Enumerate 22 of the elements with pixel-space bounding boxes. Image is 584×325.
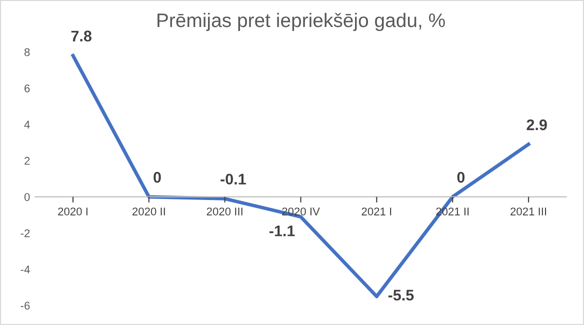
y-tick-label: -4 xyxy=(20,266,30,274)
data-label: -5.5 xyxy=(388,290,414,301)
data-label: 0 xyxy=(457,172,465,183)
x-tick-label: 2021 I xyxy=(362,208,392,216)
x-tick-label: 2020 III xyxy=(206,208,242,216)
data-label: -1.1 xyxy=(269,226,295,236)
data-label: 7.8 xyxy=(71,30,92,42)
y-tick-label: -6 xyxy=(20,302,30,310)
y-tick-label: 8 xyxy=(24,48,30,56)
y-tick-label: 0 xyxy=(24,193,30,201)
y-tick-label: 6 xyxy=(24,84,30,92)
y-tick-label: 4 xyxy=(24,120,30,128)
x-tick-label: 2020 I xyxy=(58,208,88,216)
x-tick-label: 2020 IV xyxy=(282,208,320,216)
y-tick-label: 2 xyxy=(24,156,30,165)
data-label: 0 xyxy=(154,172,161,183)
x-tick-label: 2020 II xyxy=(132,208,165,216)
data-label: -0.1 xyxy=(220,174,246,185)
chart-title: Prēmijas pret iepriekšējo gadu, % xyxy=(158,12,445,32)
data-label: 2.9 xyxy=(526,119,547,130)
x-tick-label: 2021 III xyxy=(510,208,546,216)
y-tick-label: -2 xyxy=(20,229,30,238)
